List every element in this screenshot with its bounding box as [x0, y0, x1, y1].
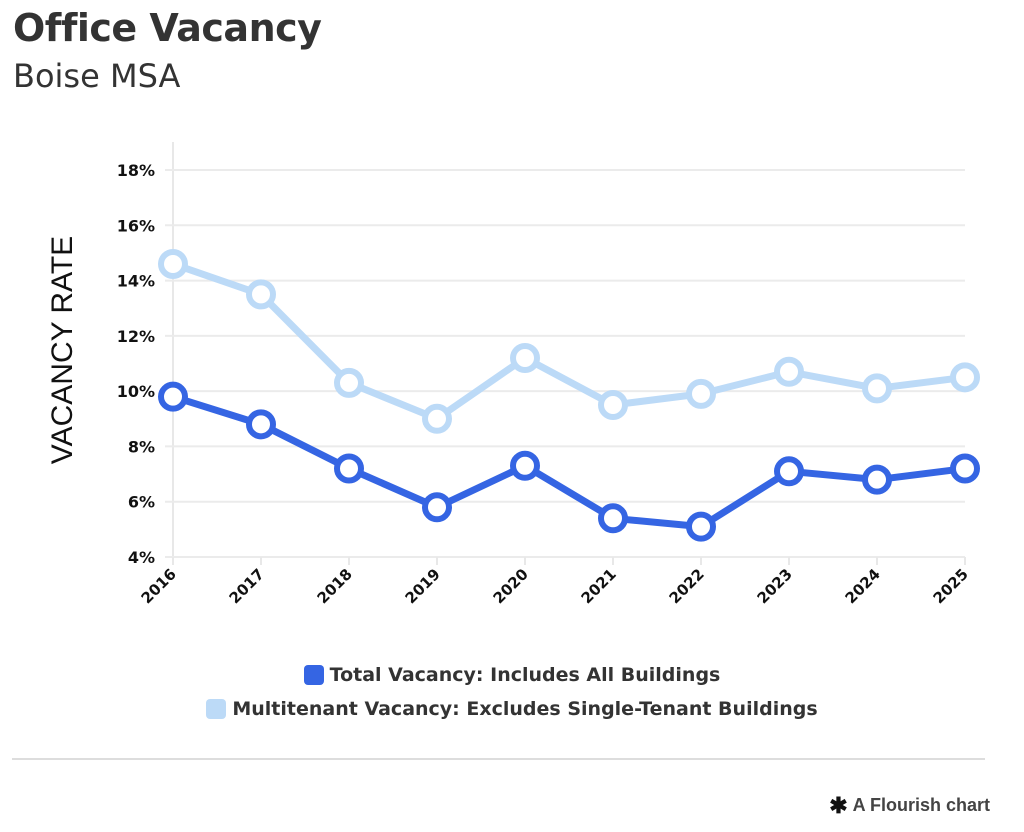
x-tick-label: 2023 — [754, 565, 796, 607]
x-tick-label: 2025 — [930, 565, 972, 607]
data-point[interactable] — [862, 373, 892, 404]
x-tick-label: 2016 — [138, 565, 180, 607]
data-point[interactable] — [510, 342, 540, 373]
x-axis-ticks: 2016 2017 2018 2019 2020 2021 2022 2023 2024 2025 — [138, 557, 972, 607]
data-point[interactable] — [422, 492, 452, 523]
data-point[interactable] — [158, 381, 188, 412]
data-point[interactable] — [598, 389, 628, 420]
y-tick-label: 16% — [117, 216, 155, 235]
data-point[interactable] — [334, 453, 364, 484]
data-point[interactable] — [686, 511, 716, 542]
chart-title: Office Vacancy — [13, 6, 322, 50]
series-multitenant-vacancy — [158, 248, 980, 434]
y-axis-ticks: 4% 6% 8% 10% 12% 14% 16% 18% — [117, 161, 155, 567]
data-point[interactable] — [774, 356, 804, 387]
data-point[interactable] — [686, 378, 716, 409]
asterisk-icon: ✱ — [829, 792, 848, 818]
legend-label: Multitenant Vacancy: Excludes Single-Ten… — [232, 698, 818, 720]
y-tick-label: 10% — [117, 382, 155, 401]
legend-swatch-multitenant — [206, 699, 227, 719]
y-tick-label: 6% — [128, 493, 155, 512]
legend-item-total-vacancy[interactable]: Total Vacancy: Includes All Buildings — [303, 660, 721, 690]
data-point[interactable] — [950, 362, 980, 393]
flourish-credit[interactable]: ✱ A Flourish chart — [829, 792, 990, 818]
series-line — [171, 260, 966, 423]
legend-swatch-total — [303, 665, 324, 685]
x-tick-label: 2019 — [402, 565, 444, 607]
data-point[interactable] — [598, 503, 628, 534]
x-tick-label: 2018 — [314, 565, 356, 607]
x-tick-label: 2021 — [578, 565, 620, 607]
x-tick-label: 2017 — [226, 565, 268, 607]
legend: Total Vacancy: Includes All Buildings Mu… — [0, 660, 1024, 728]
y-tick-label: 8% — [128, 437, 155, 456]
chart-subtitle: Boise MSA — [13, 57, 181, 95]
gridlines — [165, 142, 965, 558]
y-tick-label: 18% — [117, 161, 155, 180]
legend-label: Total Vacancy: Includes All Buildings — [329, 664, 721, 686]
x-tick-label: 2022 — [666, 565, 708, 607]
y-tick-label: 12% — [117, 327, 155, 346]
credit-text: A Flourish chart — [852, 795, 990, 815]
series-layer — [158, 248, 980, 542]
data-point[interactable] — [334, 367, 364, 398]
data-point[interactable] — [246, 279, 276, 310]
footer-divider — [12, 758, 985, 760]
y-axis-label: VACANCY RATE — [46, 236, 79, 464]
data-point[interactable] — [510, 450, 540, 481]
series-line — [171, 393, 966, 531]
x-tick-label: 2020 — [490, 565, 532, 607]
series-total-vacancy — [158, 381, 980, 542]
data-point[interactable] — [246, 409, 276, 440]
legend-item-multitenant-vacancy[interactable]: Multitenant Vacancy: Excludes Single-Ten… — [206, 694, 818, 724]
y-tick-label: 14% — [117, 272, 155, 291]
data-point[interactable] — [862, 464, 892, 495]
y-tick-label: 4% — [128, 548, 155, 567]
x-tick-label: 2024 — [842, 565, 884, 607]
data-point[interactable] — [950, 453, 980, 484]
line-chart: 4%6%8%10%12%14%16%18% 2016 2017 2018 2019 20… — [46, 142, 980, 607]
data-point[interactable] — [774, 456, 804, 487]
data-point[interactable] — [422, 403, 452, 434]
data-point[interactable] — [158, 248, 188, 279]
